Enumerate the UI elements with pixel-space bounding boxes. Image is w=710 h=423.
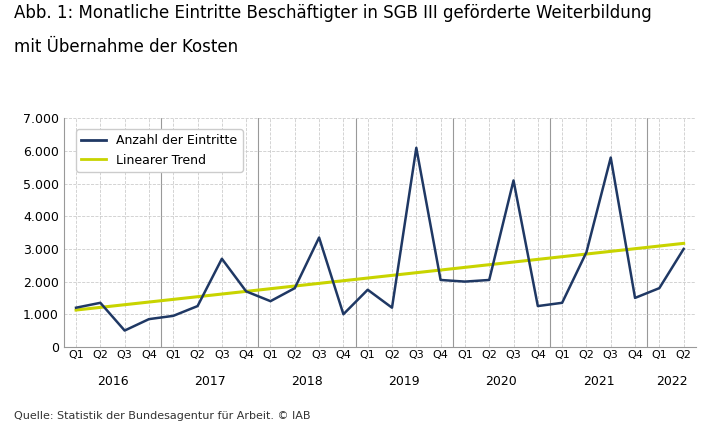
Text: Quelle: Statistik der Bundesagentur für Arbeit. © IAB: Quelle: Statistik der Bundesagentur für … bbox=[14, 411, 311, 421]
Text: 2017: 2017 bbox=[194, 375, 226, 387]
Text: 2018: 2018 bbox=[291, 375, 323, 387]
Text: 2022: 2022 bbox=[655, 375, 687, 387]
Text: 2016: 2016 bbox=[97, 375, 129, 387]
Text: mit Übernahme der Kosten: mit Übernahme der Kosten bbox=[14, 38, 239, 56]
Text: 2020: 2020 bbox=[486, 375, 518, 387]
Legend: Anzahl der Eintritte, Linearer Trend: Anzahl der Eintritte, Linearer Trend bbox=[77, 129, 243, 171]
Text: 2019: 2019 bbox=[388, 375, 420, 387]
Text: 2021: 2021 bbox=[583, 375, 614, 387]
Text: Abb. 1: Monatliche Eintritte Beschäftigter in SGB III geförderte Weiterbildung: Abb. 1: Monatliche Eintritte Beschäftigt… bbox=[14, 4, 652, 22]
